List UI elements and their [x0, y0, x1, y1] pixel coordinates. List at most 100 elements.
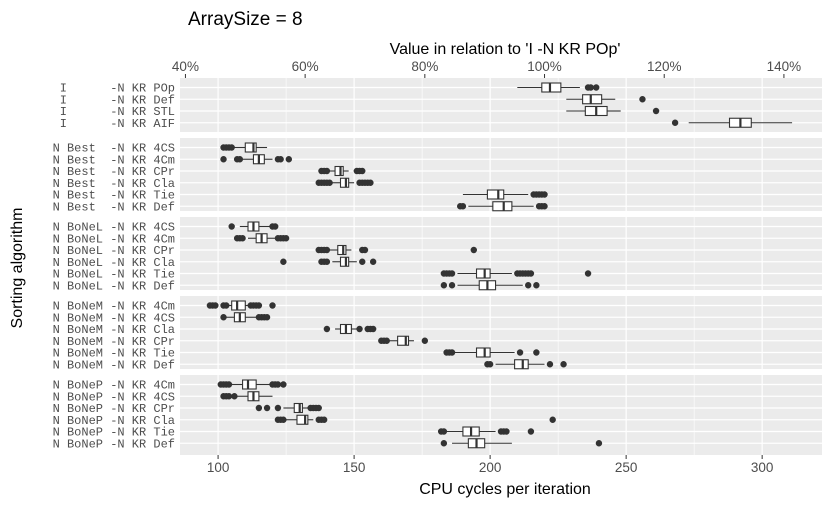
y-tick-label: N BoNeP -N KR CPr [53, 402, 175, 416]
y-tick-label: N BoNeM -N KR 4CS [53, 311, 175, 325]
outlier-point [639, 96, 646, 103]
box [244, 142, 257, 153]
outlier-point [263, 314, 271, 321]
y-tick-label: N BoNeM -N KR Tie [53, 347, 175, 361]
outlier-point [272, 223, 279, 230]
panel-background [180, 78, 822, 132]
y-tick-label: N BoNeP -N KR Tie [53, 426, 175, 440]
outlier-point [448, 282, 456, 289]
outlier-point [671, 119, 679, 126]
outlier-point [533, 282, 540, 289]
box [486, 189, 505, 200]
outlier-point [440, 428, 448, 435]
outlier-point [236, 156, 244, 163]
outlier-point [541, 191, 548, 198]
outlier-point [541, 203, 548, 210]
secondary-tick-label: 140% [767, 59, 802, 74]
outlier-point [269, 302, 276, 309]
chart-title: ArraySize = 8 [188, 9, 303, 30]
outlier-point [282, 235, 290, 242]
box [475, 347, 491, 358]
y-tick-label: N BoNeL -N KR CPr [53, 244, 175, 258]
outlier-point [533, 349, 540, 356]
outlier-point [361, 246, 369, 254]
y-tick-label: N Best -N KR 4Cm [53, 153, 175, 167]
y-tick-label: N BoNeP -N KR 4Cm [53, 379, 175, 393]
outlier-point [516, 349, 524, 356]
outlier-point [285, 156, 293, 163]
outlier-point [560, 361, 567, 368]
outlier-point [503, 428, 510, 435]
y-tick-label: N BoNeM -N KR CPr [53, 335, 175, 349]
outlier-point [440, 440, 448, 447]
outlier-point [549, 416, 556, 423]
outlier-point [228, 223, 235, 230]
y-tick-label: N Best -N KR CPr [53, 165, 175, 179]
outlier-point [263, 404, 271, 412]
outlier-point [280, 416, 287, 423]
y-tick-label: N BoNeL -N KR Cla [53, 256, 175, 270]
y-tick-label: N Best -N KR Cla [53, 177, 175, 191]
outlier-point [220, 156, 227, 163]
secondary-tick-label: 100% [527, 59, 562, 74]
box [339, 177, 350, 188]
panel-background [180, 296, 822, 369]
y-tick-label: I -N KR Def [60, 93, 175, 107]
box [397, 335, 410, 346]
outlier-point [274, 404, 282, 412]
x-tick-label: 250 [615, 460, 638, 475]
outlier-point [356, 325, 363, 333]
outlier-point [448, 349, 456, 356]
y-tick-label: N BoNeM -N KR 4Cm [53, 300, 175, 314]
y-tick-label: N Best -N KR 4CS [53, 142, 175, 156]
outlier-point [255, 302, 263, 309]
secondary-tick-label: 80% [411, 59, 438, 74]
box [293, 402, 303, 414]
outlier-point [527, 428, 535, 435]
outlier-point [323, 258, 331, 265]
outlier-point [323, 246, 331, 254]
outlier-point [225, 393, 233, 400]
outlier-point [223, 302, 230, 309]
x-tick-label: 100 [207, 460, 230, 475]
box [339, 256, 350, 267]
y-tick-label: N BoNeL -N KR Def [53, 279, 175, 293]
outlier-point [228, 144, 235, 151]
box [296, 414, 309, 425]
x-tick-label: 300 [751, 460, 774, 475]
outlier-point [323, 325, 331, 333]
y-tick-label: N BoNeM -N KR Def [53, 358, 175, 372]
outlier-point [359, 258, 366, 265]
y-tick-label: N Best -N KR Tie [53, 189, 175, 203]
outlier-point [486, 361, 494, 368]
y-tick-label: N BoNeP -N KR 4CS [53, 390, 175, 404]
outlier-point [525, 282, 532, 289]
y-tick-label: I -N KR STL [60, 105, 175, 119]
outlier-point [470, 246, 477, 254]
outlier-point [448, 270, 456, 277]
secondary-axis-title: Value in relation to 'I -N KR POp' [390, 41, 621, 58]
secondary-tick-label: 120% [647, 59, 682, 74]
outlier-point [652, 107, 660, 115]
outlier-point [255, 404, 263, 412]
outlier-point [369, 258, 377, 265]
outlier-point [367, 179, 374, 186]
outlier-point [440, 282, 448, 289]
outlier-point [421, 337, 429, 344]
box [492, 201, 513, 212]
outlier-point [527, 270, 535, 277]
x-tick-label: 150 [343, 460, 366, 475]
outlier-point [587, 84, 594, 91]
outlier-point [277, 156, 284, 163]
outlier-point [359, 167, 366, 175]
outlier-point [546, 361, 554, 368]
outlier-point [584, 270, 592, 277]
outlier-point [323, 167, 331, 175]
x-tick-label: 200 [479, 460, 502, 475]
box [541, 82, 562, 93]
box [337, 244, 347, 256]
box [514, 359, 529, 370]
panel-background [180, 375, 822, 455]
secondary-tick-label: 40% [172, 59, 199, 74]
outlier-point [593, 84, 600, 91]
